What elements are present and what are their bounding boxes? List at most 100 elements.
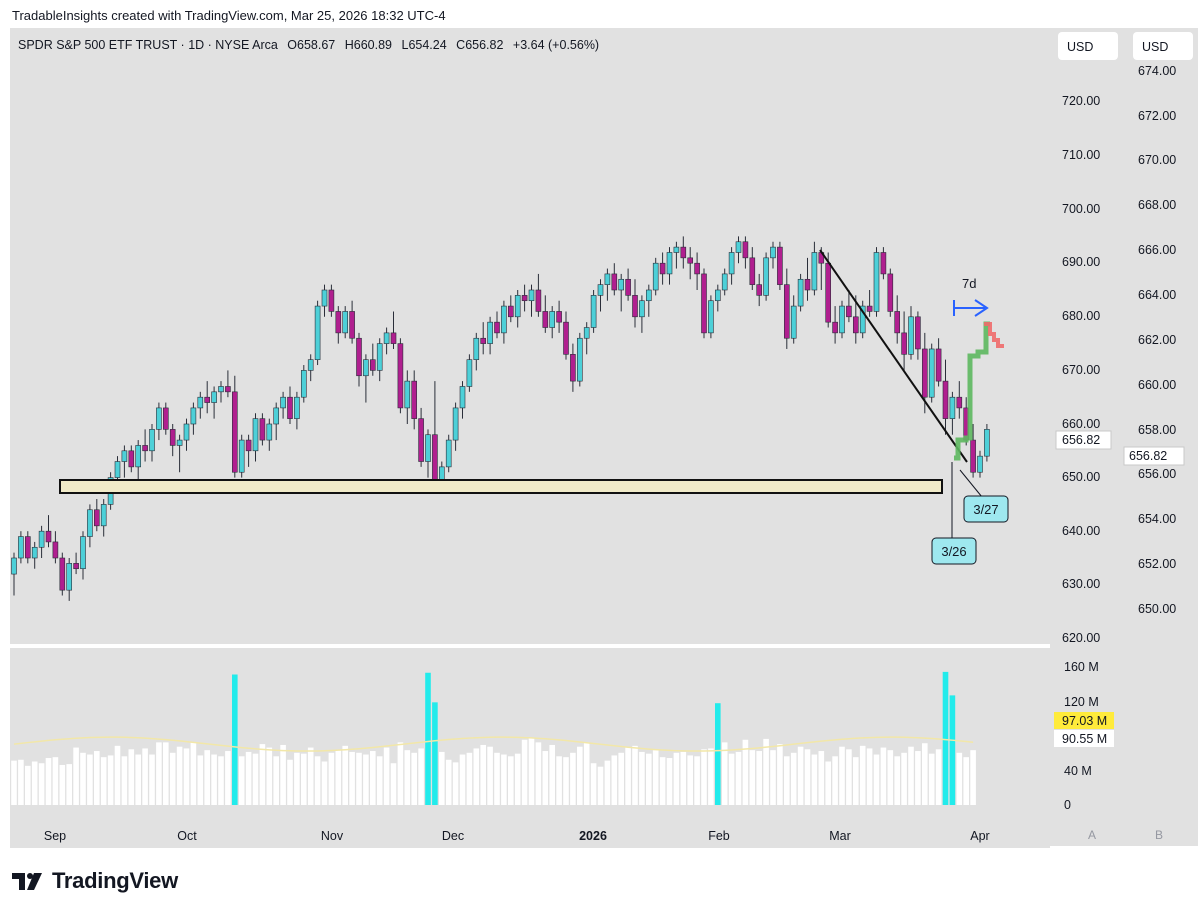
candle <box>349 300 355 344</box>
candle-body <box>708 300 714 334</box>
candle <box>714 284 721 312</box>
candle-body <box>576 337 583 382</box>
candle-body <box>190 407 197 425</box>
candle <box>87 504 93 548</box>
axis-right-area[interactable] <box>1120 28 1198 846</box>
candle-body <box>977 455 983 473</box>
candle <box>956 381 963 419</box>
scale-button-a[interactable]: A <box>1088 828 1096 842</box>
volume-bar <box>763 738 769 805</box>
candle-body <box>625 278 631 296</box>
volume-bar <box>715 703 721 805</box>
candle-body <box>204 396 210 403</box>
candle <box>680 236 687 269</box>
volume-bar <box>183 748 190 805</box>
volume-bar <box>225 751 231 805</box>
candle <box>404 370 411 424</box>
candle <box>356 332 362 387</box>
candle-body <box>618 278 625 291</box>
volume-bar <box>45 758 52 805</box>
candle-body <box>211 391 217 403</box>
candle <box>176 434 183 473</box>
candle <box>935 338 942 387</box>
volume-bar <box>853 757 859 805</box>
candle <box>280 391 286 419</box>
volume-bar <box>190 742 197 805</box>
date-callout-3-26-text: 3/26 <box>941 544 966 559</box>
candle-body <box>24 536 31 559</box>
volume-bar <box>18 759 24 805</box>
price-axis-left: 720.00 710.00 700.00 690.00 680.00 670.00 660.… <box>1062 94 1100 645</box>
volume-bar <box>211 754 217 805</box>
candle <box>45 515 52 548</box>
candle-body <box>639 300 645 318</box>
candle <box>783 268 790 349</box>
candle <box>287 386 293 424</box>
candle <box>52 531 59 564</box>
candle-body <box>501 305 507 334</box>
candle-body <box>87 509 93 537</box>
volume-bar <box>632 745 638 805</box>
candle-body <box>452 407 459 441</box>
volume-bar <box>294 752 300 805</box>
volume-bar <box>128 749 135 805</box>
candle-body <box>790 305 797 339</box>
candle <box>480 322 487 355</box>
volume-bar <box>832 756 838 805</box>
candle <box>335 306 342 344</box>
candle <box>901 311 907 371</box>
price-axis-left-tick: 620.00 <box>1062 631 1100 645</box>
legend-low: L654.24 <box>402 38 447 52</box>
volume-bar <box>142 748 148 805</box>
volume-bar <box>770 750 776 805</box>
candle <box>169 424 176 457</box>
projection-down-path <box>984 322 1004 348</box>
currency-right-label: USD <box>1142 40 1168 54</box>
price-chart[interactable]: 7d 3/26 3/27 SPDR S&P 500 ETF TRUST · 1D… <box>0 0 1200 860</box>
volume-axis-tick: 120 M <box>1064 695 1099 709</box>
candle <box>528 284 535 317</box>
candle <box>211 386 217 419</box>
volume-bar <box>880 747 887 805</box>
volume-bar <box>935 749 942 805</box>
price-pane[interactable] <box>10 28 1050 644</box>
candle <box>570 343 576 392</box>
volume-bar <box>356 752 362 805</box>
currency-button-left[interactable]: USD <box>1058 32 1118 60</box>
volume-bar <box>818 751 825 805</box>
scale-button-b[interactable]: B <box>1155 828 1163 842</box>
price-axis-left-tick: 680.00 <box>1062 309 1100 323</box>
candle <box>183 418 190 451</box>
volume-bar <box>238 756 245 805</box>
candle <box>887 268 894 317</box>
currency-button-right[interactable]: USD <box>1133 32 1193 60</box>
candle-body <box>604 273 611 285</box>
candle-body <box>114 461 121 478</box>
candle-body <box>466 359 473 387</box>
volume-bar <box>245 751 252 805</box>
candle-body <box>142 445 148 452</box>
candle-body <box>356 337 362 377</box>
candle <box>128 445 135 473</box>
price-axis-left-tick: 640.00 <box>1062 524 1100 538</box>
candle-body <box>839 305 845 334</box>
candle-body <box>942 380 949 419</box>
date-axis: Sep Oct Nov Dec 2026 Feb Mar Apr <box>44 829 990 843</box>
candle-body <box>984 429 990 457</box>
candle-body <box>135 445 141 468</box>
date-axis-area[interactable] <box>10 822 1050 848</box>
volume-bar <box>514 753 521 805</box>
candle <box>915 311 921 360</box>
candle-body <box>404 380 411 409</box>
volume-bar <box>866 748 873 805</box>
footer-brand[interactable]: TradingView <box>12 866 178 896</box>
candle-body <box>846 305 852 318</box>
candle-body <box>880 252 887 275</box>
candle-body <box>804 278 811 291</box>
candle <box>866 290 873 317</box>
date-axis-tick: Dec <box>442 829 464 843</box>
candle-body <box>349 311 355 339</box>
candle-body <box>859 305 866 334</box>
candle-body <box>935 348 942 382</box>
candle <box>507 295 514 323</box>
